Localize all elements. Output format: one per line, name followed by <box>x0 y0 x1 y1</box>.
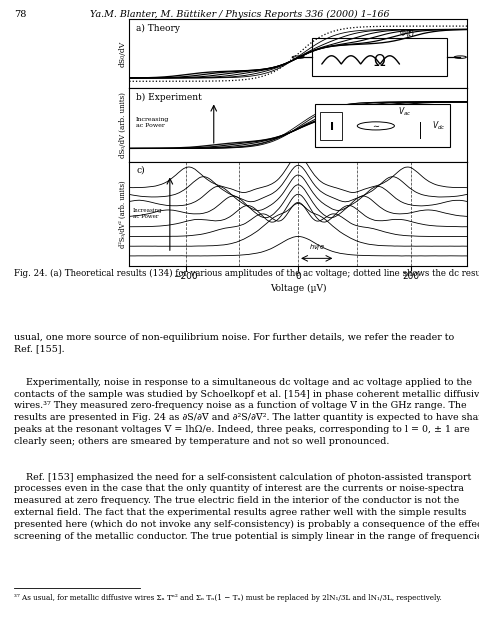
Text: c): c) <box>136 165 145 174</box>
Text: $\mathbf{I}$: $\mathbf{I}$ <box>330 120 334 132</box>
Text: Fig. 24. (a) Theoretical results (134) for various amplitudes of the ac voltage;: Fig. 24. (a) Theoretical results (134) f… <box>14 269 479 278</box>
Text: Ya.M. Blanter, M. Büttiker / Physics Reports 336 (2000) 1–166: Ya.M. Blanter, M. Büttiker / Physics Rep… <box>90 10 389 19</box>
Circle shape <box>454 56 467 58</box>
FancyBboxPatch shape <box>315 104 450 147</box>
Text: 78: 78 <box>14 10 27 19</box>
X-axis label: Voltage (µV): Voltage (µV) <box>270 284 326 292</box>
Text: $\Omega$: $\Omega$ <box>373 52 386 68</box>
Y-axis label: dS₀/dV: dS₀/dV <box>118 40 126 67</box>
Text: $V_{ac}$: $V_{ac}$ <box>398 106 411 118</box>
Text: $h\nu/e$: $h\nu/e$ <box>309 242 325 252</box>
Y-axis label: d²S₀/dV² (arb. units): d²S₀/dV² (arb. units) <box>118 180 126 248</box>
Text: $\Phi(t)$: $\Phi(t)$ <box>399 27 416 39</box>
Text: Increasing
ac Power: Increasing ac Power <box>136 116 170 127</box>
Text: Ref. [153] emphasized the need for a self-consistent calculation of photon-assis: Ref. [153] emphasized the need for a sel… <box>14 472 479 541</box>
Text: Increasing
ac Power: Increasing ac Power <box>133 209 162 220</box>
Text: Experimentally, noise in response to a simultaneous dc voltage and ac voltage ap: Experimentally, noise in response to a s… <box>14 378 479 445</box>
Text: $\sim$: $\sim$ <box>371 122 381 131</box>
Text: $V_{dc}$: $V_{dc}$ <box>432 120 445 132</box>
Text: ³⁷ As usual, for metallic diffusive wires Σₙ Tⁿ² and Σₙ Tₙ(1 − Tₙ) must be repla: ³⁷ As usual, for metallic diffusive wire… <box>14 595 442 602</box>
Y-axis label: dS₀/dV (arb. units): dS₀/dV (arb. units) <box>118 92 126 158</box>
Text: b) Experiment: b) Experiment <box>136 93 202 102</box>
Circle shape <box>292 56 304 58</box>
Text: usual, one more source of non-equilibrium noise. For further details, we refer t: usual, one more source of non-equilibriu… <box>14 333 455 353</box>
Text: a) Theory: a) Theory <box>136 24 180 33</box>
